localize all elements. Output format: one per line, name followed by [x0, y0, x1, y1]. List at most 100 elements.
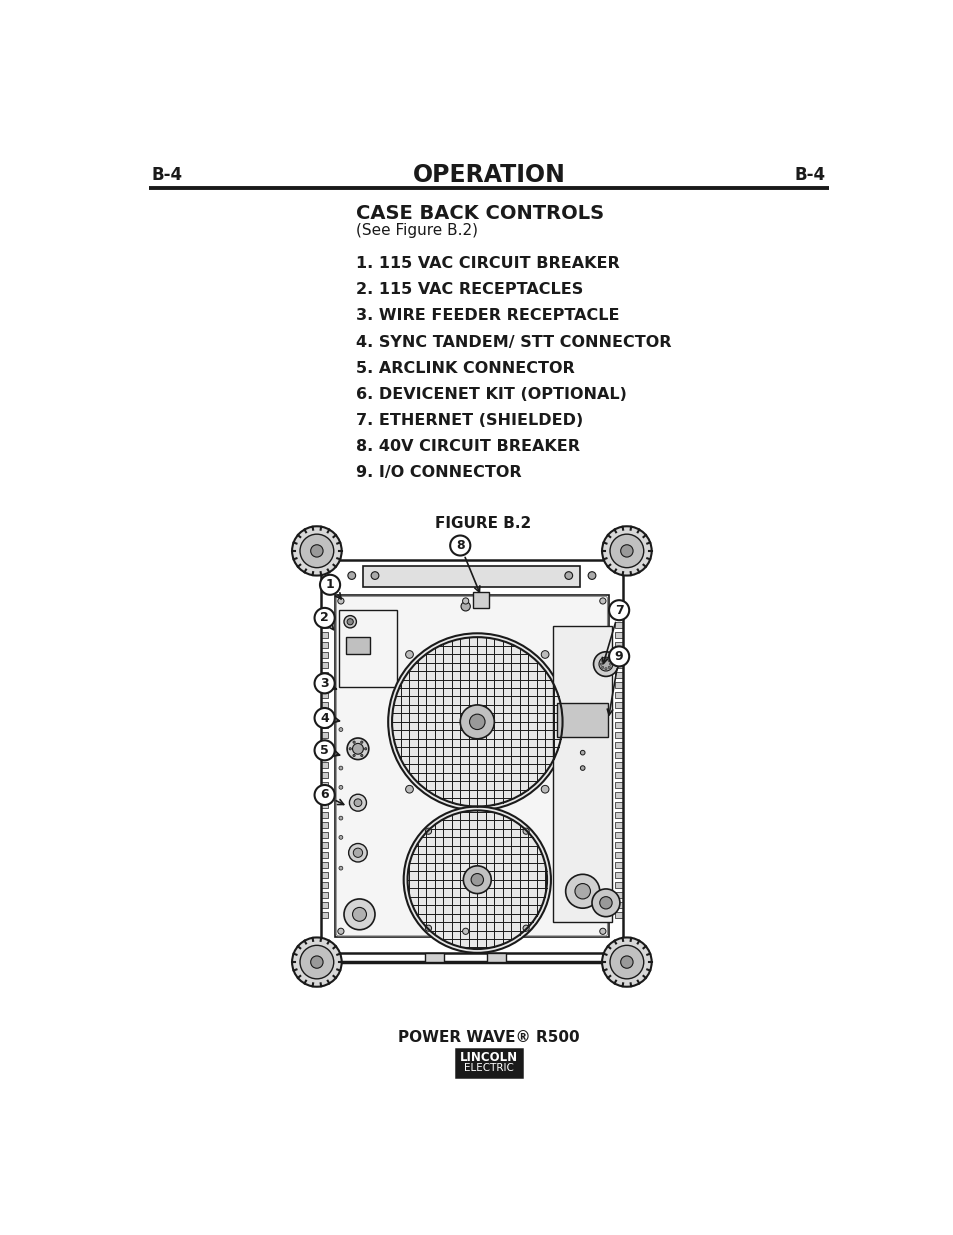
Bar — [615, 662, 622, 668]
Circle shape — [405, 651, 413, 658]
Bar — [320, 642, 328, 648]
Circle shape — [587, 572, 596, 579]
Circle shape — [311, 545, 323, 557]
Bar — [615, 701, 622, 708]
Circle shape — [459, 705, 494, 739]
Bar — [320, 752, 328, 758]
Bar — [320, 811, 328, 818]
Circle shape — [319, 574, 340, 595]
Circle shape — [598, 657, 612, 671]
Circle shape — [338, 816, 342, 820]
Text: 5: 5 — [320, 743, 329, 757]
Bar — [320, 782, 328, 788]
Text: 1: 1 — [325, 578, 335, 592]
Bar — [615, 621, 622, 627]
Circle shape — [314, 740, 335, 761]
Circle shape — [403, 806, 550, 953]
Text: 4. SYNC TANDEM/ STT CONNECTOR: 4. SYNC TANDEM/ STT CONNECTOR — [355, 335, 670, 350]
Circle shape — [349, 794, 366, 811]
Bar — [320, 792, 328, 798]
Text: 5. ARCLINK CONNECTOR: 5. ARCLINK CONNECTOR — [355, 361, 574, 375]
Circle shape — [462, 929, 468, 935]
Bar — [320, 621, 328, 627]
Text: 9. I/O CONNECTOR: 9. I/O CONNECTOR — [355, 466, 520, 480]
Circle shape — [540, 651, 548, 658]
Circle shape — [609, 663, 611, 666]
Text: ELECTRIC: ELECTRIC — [463, 1063, 514, 1073]
Circle shape — [620, 545, 633, 557]
Bar — [456, 1049, 521, 1077]
Bar — [320, 823, 328, 829]
Circle shape — [425, 925, 431, 931]
Bar — [425, 953, 443, 962]
Circle shape — [599, 897, 612, 909]
Circle shape — [354, 799, 361, 806]
Bar — [487, 953, 505, 962]
Bar — [615, 642, 622, 648]
Text: 8: 8 — [456, 538, 464, 552]
Bar — [615, 682, 622, 688]
Bar — [320, 682, 328, 688]
Bar — [320, 852, 328, 858]
Circle shape — [601, 659, 603, 662]
Bar — [320, 692, 328, 698]
Text: 1. 115 VAC CIRCUIT BREAKER: 1. 115 VAC CIRCUIT BREAKER — [355, 256, 618, 270]
Circle shape — [347, 619, 353, 625]
Text: 2: 2 — [320, 611, 329, 625]
Text: LINCOLN: LINCOLN — [459, 1051, 517, 1065]
Circle shape — [314, 673, 335, 693]
Bar — [615, 823, 622, 829]
Circle shape — [463, 866, 491, 894]
Circle shape — [579, 766, 584, 771]
Circle shape — [348, 844, 367, 862]
Text: 6: 6 — [320, 788, 329, 802]
Text: 6. DEVICENET KIT (OPTIONAL): 6. DEVICENET KIT (OPTIONAL) — [355, 387, 626, 401]
Bar — [320, 742, 328, 748]
Circle shape — [604, 658, 606, 661]
Circle shape — [344, 899, 375, 930]
Bar — [320, 721, 328, 727]
Circle shape — [608, 646, 629, 667]
Bar — [320, 662, 328, 668]
Circle shape — [347, 739, 369, 760]
Circle shape — [522, 925, 529, 931]
Circle shape — [388, 634, 566, 810]
Circle shape — [620, 956, 633, 968]
Circle shape — [607, 666, 610, 668]
Circle shape — [353, 908, 366, 921]
Bar — [615, 732, 622, 739]
Circle shape — [292, 937, 341, 987]
Bar — [615, 872, 622, 878]
Bar — [615, 862, 622, 868]
Circle shape — [522, 829, 529, 835]
Bar — [320, 762, 328, 768]
Circle shape — [349, 747, 351, 750]
Bar — [615, 892, 622, 898]
Circle shape — [299, 945, 334, 979]
Bar — [615, 811, 622, 818]
Bar — [320, 711, 328, 718]
Text: (See Figure B.2): (See Figure B.2) — [355, 222, 477, 238]
Text: 4: 4 — [320, 711, 329, 725]
Circle shape — [599, 663, 602, 666]
Circle shape — [565, 874, 599, 908]
Bar — [557, 703, 608, 737]
Bar — [320, 772, 328, 778]
Text: 7. ETHERNET (SHIELDED): 7. ETHERNET (SHIELDED) — [355, 412, 582, 429]
Circle shape — [593, 652, 618, 677]
Text: B-4: B-4 — [794, 167, 825, 184]
Circle shape — [579, 751, 584, 755]
Circle shape — [469, 714, 484, 730]
Circle shape — [609, 535, 643, 568]
Text: FIGURE B.2: FIGURE B.2 — [435, 516, 531, 531]
Circle shape — [599, 929, 605, 935]
Circle shape — [599, 598, 605, 604]
Circle shape — [601, 666, 603, 668]
Circle shape — [353, 848, 362, 857]
Bar — [338, 610, 396, 687]
Text: POWER WAVE® R500: POWER WAVE® R500 — [397, 1030, 579, 1045]
Text: 3. WIRE FEEDER RECEPTACLE: 3. WIRE FEEDER RECEPTACLE — [355, 309, 618, 324]
Circle shape — [338, 766, 342, 769]
Circle shape — [601, 937, 651, 987]
Bar — [320, 832, 328, 839]
